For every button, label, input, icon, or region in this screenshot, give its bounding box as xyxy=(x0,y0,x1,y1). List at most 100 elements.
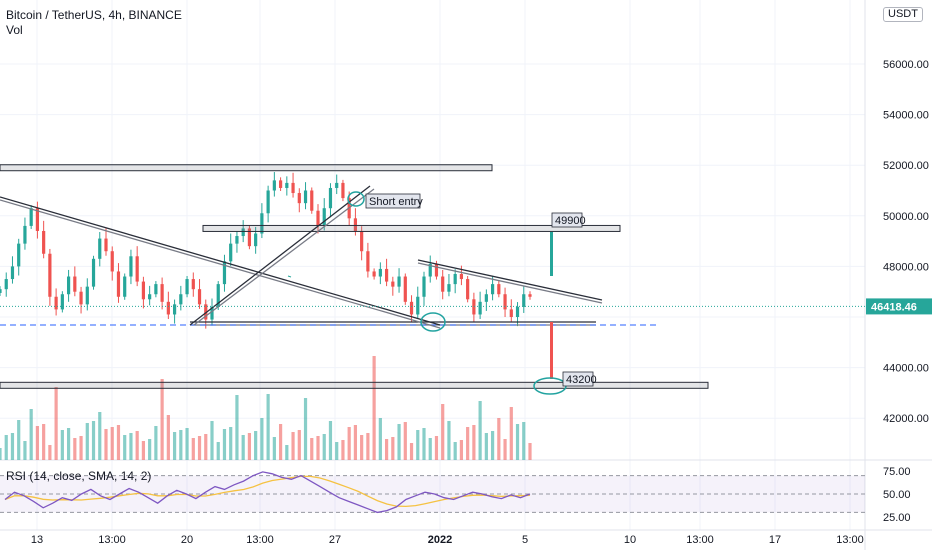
volume-bar xyxy=(391,437,395,460)
candle-body xyxy=(116,271,121,297)
candle-body xyxy=(91,258,96,287)
candle-body xyxy=(409,301,414,315)
price-tick-label: 42000.00 xyxy=(883,413,929,425)
time-tick-label: 13:00 xyxy=(686,534,714,546)
volume-bar xyxy=(434,436,439,460)
candle-body xyxy=(416,296,420,315)
candle-body xyxy=(222,261,227,285)
candle-body xyxy=(522,294,526,307)
ellipse-marker xyxy=(420,312,446,332)
candle-body xyxy=(272,180,276,191)
volume-bar xyxy=(60,430,64,460)
candle-body xyxy=(110,251,114,272)
candle-body xyxy=(291,182,295,194)
candle-body xyxy=(204,304,208,320)
candle-body xyxy=(447,284,451,292)
volume-bar xyxy=(91,421,96,460)
volume-bar xyxy=(416,430,420,460)
rsi-line xyxy=(4,471,531,514)
candle-body xyxy=(166,301,170,315)
candle-body xyxy=(73,276,77,292)
candle-body xyxy=(509,309,513,317)
candle-body xyxy=(397,276,401,287)
candle-body xyxy=(23,225,27,244)
short-entry-label-box xyxy=(365,193,421,209)
candle-body xyxy=(360,230,364,252)
volume-bar xyxy=(10,433,15,460)
candle-body xyxy=(216,284,220,307)
candle-body xyxy=(85,286,89,305)
candle-body xyxy=(0,289,2,293)
volume-bar xyxy=(54,387,58,460)
rsi-tick-label: 50.00 xyxy=(883,489,911,501)
volume-bar xyxy=(191,438,195,460)
candle-body xyxy=(422,276,426,297)
time-tick-label: 13:00 xyxy=(836,534,864,546)
volume-bar xyxy=(73,438,77,460)
volume-bar xyxy=(254,431,258,460)
volume-bar xyxy=(141,441,146,460)
candle-body xyxy=(172,304,177,315)
time-tick-label: 20 xyxy=(181,534,193,546)
candle-body xyxy=(247,228,252,247)
volume-bar xyxy=(372,356,376,460)
price-tick-label: 52000.00 xyxy=(883,160,929,172)
candle-body xyxy=(241,228,245,237)
candle-body xyxy=(210,306,214,320)
rsi-ma-line xyxy=(4,475,531,508)
volume-bar xyxy=(316,436,320,460)
candle-body xyxy=(490,284,495,295)
volume-bar xyxy=(185,428,189,460)
candle-body xyxy=(35,208,40,231)
resistance-zone xyxy=(0,164,493,172)
currency-badge[interactable]: USDT xyxy=(883,7,923,22)
volume-bar xyxy=(210,421,214,460)
candle-body xyxy=(148,294,152,300)
volume-bar xyxy=(490,431,495,460)
descending-trendline xyxy=(0,199,441,329)
volume-bar xyxy=(478,401,482,460)
target-up-bar xyxy=(550,232,553,276)
volume-bar xyxy=(528,443,532,460)
volume-bar xyxy=(341,440,345,460)
candle-body xyxy=(4,279,8,290)
volume-bar xyxy=(235,395,239,460)
volume-bar xyxy=(441,404,445,460)
volume-bar xyxy=(335,442,339,460)
candle-body xyxy=(197,289,202,305)
volume-bar xyxy=(522,422,526,460)
candle-body xyxy=(254,233,258,247)
time-tick-label: 13 xyxy=(31,534,43,546)
resistance-zone-2 xyxy=(202,224,621,232)
candle-body xyxy=(478,301,482,315)
candle-body xyxy=(484,294,488,302)
candle-body xyxy=(297,193,301,204)
volume-bar xyxy=(247,433,252,460)
price-tick-label: 44000.00 xyxy=(883,363,929,375)
volume-bar xyxy=(66,428,71,460)
volume-bar xyxy=(328,421,333,460)
candle-body xyxy=(378,268,382,277)
rsi-tick-label: 25.00 xyxy=(883,512,911,524)
volume-bar xyxy=(422,428,426,460)
volume-bar xyxy=(29,409,33,460)
volume-bar xyxy=(216,442,220,460)
candle-body xyxy=(191,279,195,290)
volume-bar xyxy=(447,421,451,460)
volume-bar xyxy=(347,427,351,460)
volume-bar xyxy=(266,394,270,460)
ascending-trendline xyxy=(189,185,371,326)
candle-body xyxy=(472,299,476,315)
volume-bar xyxy=(322,434,326,460)
target-down-label-box xyxy=(562,371,594,387)
candle-body xyxy=(335,182,339,188)
chart-title: Bitcoin / TetherUS, 4h, BINANCE xyxy=(6,8,182,22)
candle-body xyxy=(29,208,33,226)
volume-bar xyxy=(160,379,164,460)
volume-bar xyxy=(104,429,108,460)
volume-bar xyxy=(466,427,470,460)
rsi-label: RSI (14, close, SMA, 14, 2) xyxy=(6,469,152,483)
time-tick-label: 2022 xyxy=(428,534,452,546)
volume-bar xyxy=(453,442,457,460)
